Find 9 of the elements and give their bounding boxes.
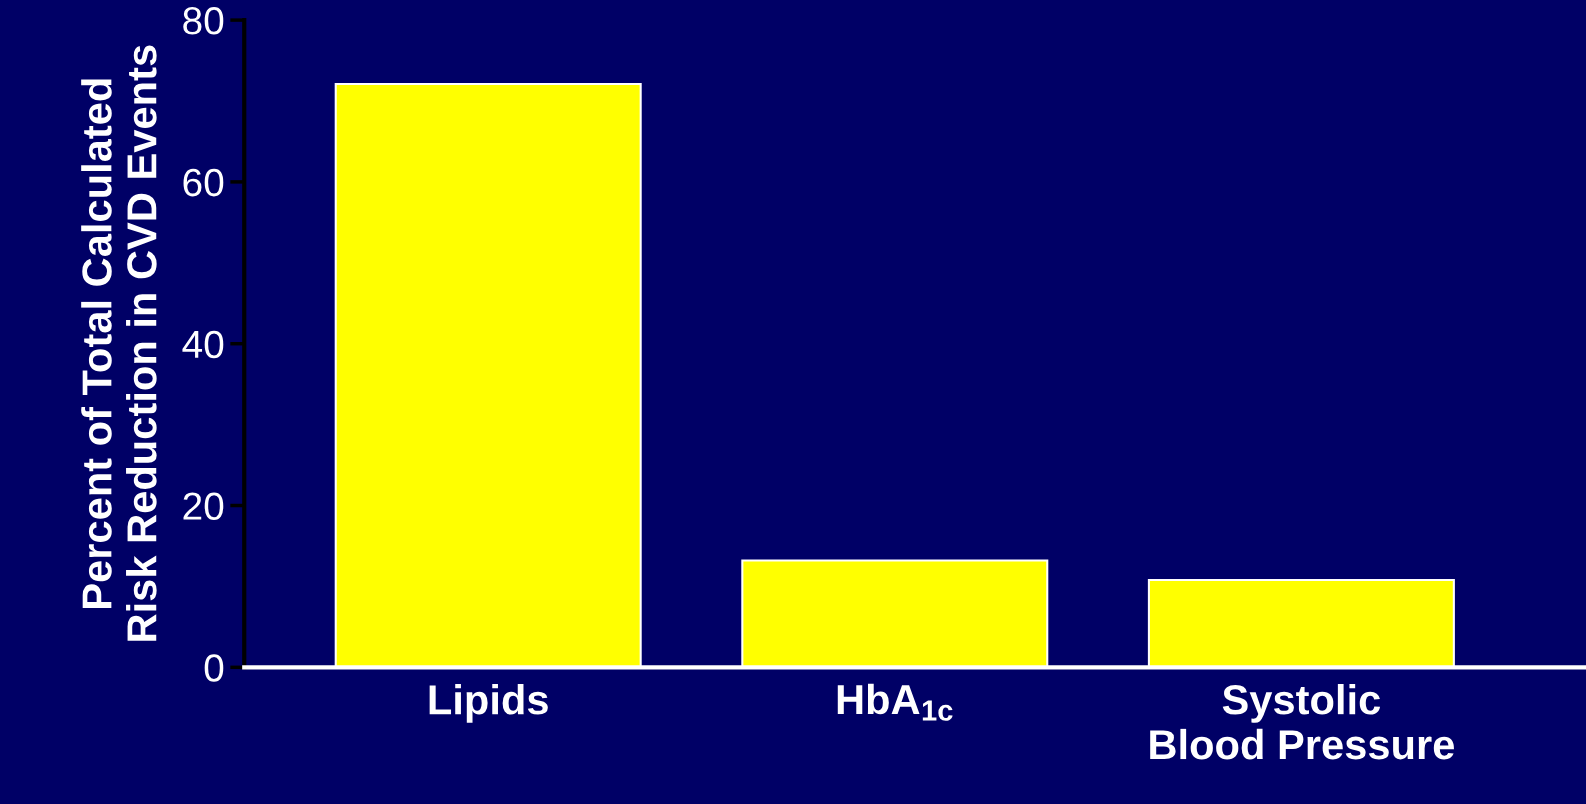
x-tick-label: HbA$_{1c}$ [837,683,953,721]
y-tick-label: 20 [183,492,224,520]
y-tick-label: 0 [204,654,224,682]
y-tick-label: 80 [183,7,224,35]
x-tick-label: Lipids [429,683,548,723]
y-tick-label: 60 [183,168,224,197]
y-axis-title: Percent of Total Calculated Risk Reduction in CVD Events [81,45,157,641]
y-tick-label: 40 [182,330,224,359]
x-tick-label: Systolic Blood Pressure [1150,683,1454,760]
